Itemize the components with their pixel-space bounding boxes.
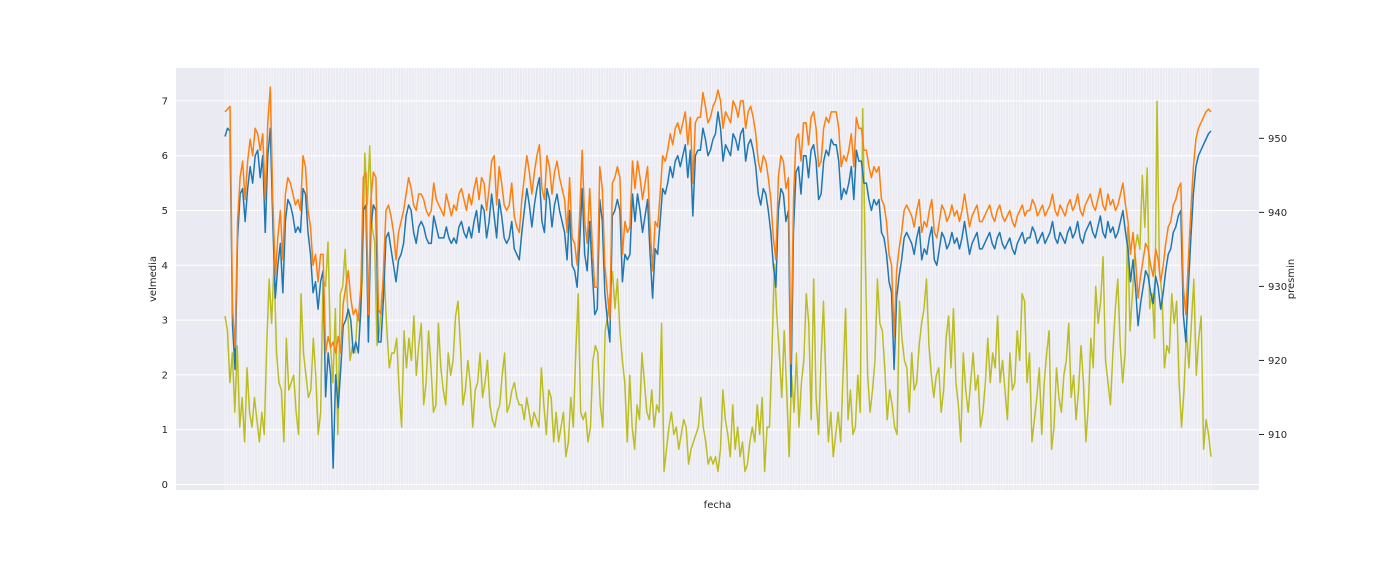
left-tick-label: 3 bbox=[162, 316, 168, 327]
left-tick-label: 2 bbox=[162, 370, 168, 381]
series-layer bbox=[224, 86, 1212, 473]
right-tick-label: 920 bbox=[1268, 356, 1287, 367]
series-line-1 bbox=[224, 111, 1212, 469]
left-y-axis-label: velmedia bbox=[148, 256, 159, 302]
right-y-axis-label: presmin bbox=[1286, 259, 1297, 299]
right-axis-ticks: 910 920 930 940 950 bbox=[1259, 134, 1287, 441]
horizontal-gridlines bbox=[176, 100, 1259, 486]
left-tick-label: 0 bbox=[162, 480, 168, 491]
right-tick-label: 910 bbox=[1268, 430, 1287, 441]
right-tick-label: 930 bbox=[1268, 282, 1287, 293]
series-line-2 bbox=[224, 86, 1212, 365]
right-tick-label: 950 bbox=[1268, 134, 1287, 145]
series-line-3 bbox=[224, 100, 1212, 473]
left-tick-label: 1 bbox=[162, 425, 168, 436]
left-axis-ticks: 0 1 2 3 4 5 6 7 bbox=[162, 96, 168, 491]
left-tick-label: 5 bbox=[162, 206, 168, 217]
right-tick-label: 940 bbox=[1268, 208, 1287, 219]
left-tick-label: 4 bbox=[162, 261, 168, 272]
left-tick-label: 7 bbox=[162, 96, 168, 107]
x-axis-label: fecha bbox=[704, 500, 732, 511]
left-tick-label: 6 bbox=[162, 151, 168, 162]
